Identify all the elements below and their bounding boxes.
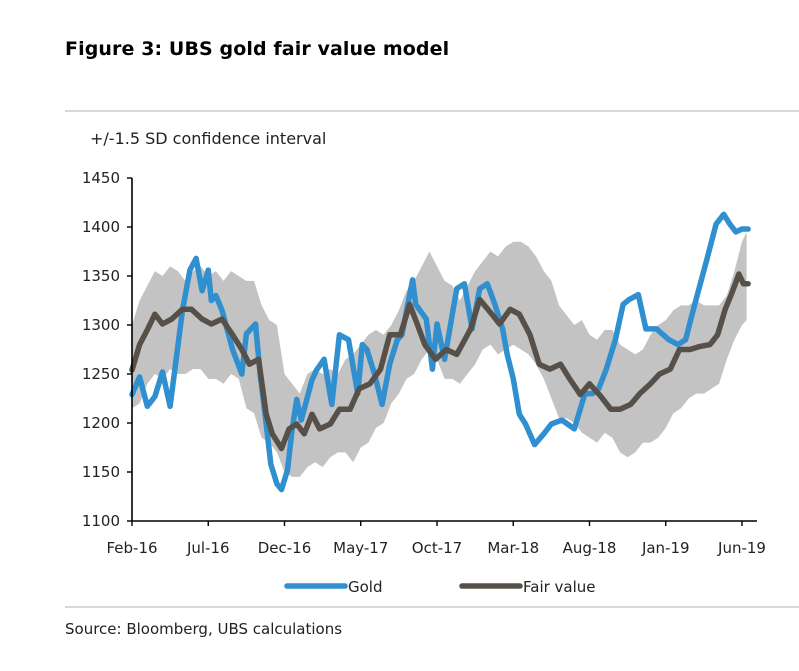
legend: Gold Fair value bbox=[284, 578, 596, 596]
y-tick-label: 1100 bbox=[82, 512, 120, 530]
legend-label-fair-value: Fair value bbox=[523, 578, 596, 596]
series-line-fair-value bbox=[129, 271, 751, 452]
y-tick-label: 1150 bbox=[82, 463, 120, 481]
x-tick-label: Jan-19 bbox=[641, 539, 690, 557]
y-tick-label: 1350 bbox=[82, 267, 120, 285]
x-tick-label: Aug-18 bbox=[563, 539, 617, 557]
x-tick-label: Feb-16 bbox=[106, 539, 157, 557]
figure-title: Figure 3: UBS gold fair value model bbox=[65, 38, 450, 60]
x-tick-label: May-17 bbox=[333, 539, 388, 557]
x-tick-label: Mar-18 bbox=[487, 539, 539, 557]
top-divider bbox=[65, 110, 799, 112]
chart-subtitle: +/-1.5 SD confidence interval bbox=[90, 129, 327, 148]
legend-label-gold: Gold bbox=[348, 578, 383, 596]
x-tick-label: Jun-19 bbox=[717, 539, 766, 557]
y-tick-label: 1400 bbox=[82, 218, 120, 236]
x-tick-label: Oct-17 bbox=[412, 539, 462, 557]
source-note: Source: Bloomberg, UBS calculations bbox=[65, 620, 343, 638]
series-layer bbox=[129, 211, 751, 493]
y-tick-label: 1200 bbox=[82, 414, 120, 432]
y-tick-label: 1250 bbox=[82, 365, 120, 383]
y-tick-label: 1450 bbox=[82, 169, 120, 187]
axes-layer: 1100 1150 1200 1250 1300 1350 1400 1450 Feb-16 Ju… bbox=[82, 169, 766, 557]
x-tick-label: Jul-16 bbox=[186, 539, 230, 557]
series-line-gold bbox=[129, 211, 751, 493]
x-tick-label: Dec-16 bbox=[258, 539, 312, 557]
bottom-divider bbox=[65, 606, 799, 608]
y-tick-label: 1300 bbox=[82, 316, 120, 334]
